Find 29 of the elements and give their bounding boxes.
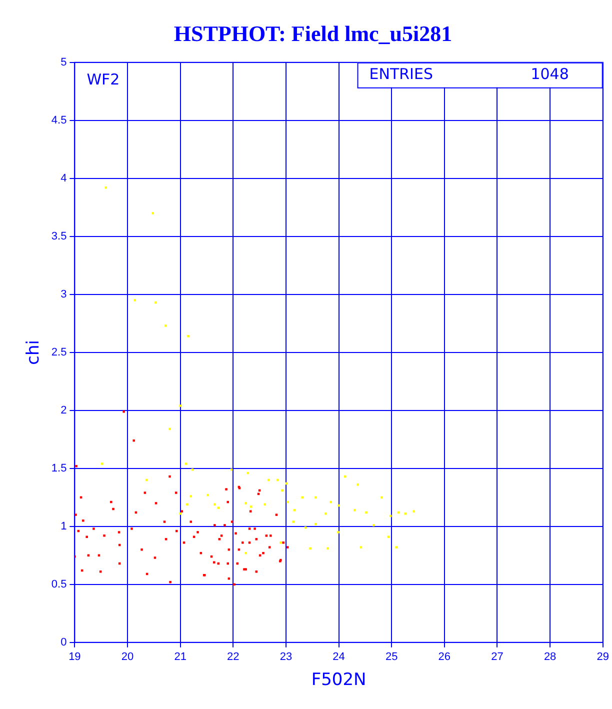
y-tick-label: 2.5 (51, 346, 67, 358)
y-tick-label: 5 (60, 56, 67, 68)
x-tick-label: 23 (280, 651, 292, 664)
x-tick-label: 21 (174, 651, 186, 664)
x-tick-label: 27 (491, 651, 504, 664)
y-tick-label: 3 (60, 288, 67, 300)
x-axis-title: F502N (311, 670, 366, 690)
y-axis-title: chi (24, 340, 44, 365)
y-tick-label: 0.5 (51, 578, 67, 590)
x-tick-label: 28 (544, 651, 556, 664)
y-tick-label: 4 (60, 172, 67, 184)
y-tick-label: 2 (60, 404, 67, 416)
y-tick-label: 3.5 (51, 230, 67, 242)
y-tick-label: 1.5 (51, 462, 67, 474)
x-tick-label: 29 (596, 651, 610, 664)
annotation: WF2 (86, 70, 120, 88)
x-tick-label: 24 (332, 651, 345, 664)
y-tick-label: 4.5 (51, 114, 67, 126)
chart-title: HSTPHOT: Field lmc_u5i281 (174, 20, 452, 46)
x-tick-label: 25 (385, 651, 398, 664)
x-tick-label: 19 (68, 651, 81, 664)
point (344, 475, 346, 478)
x-tick-label: 22 (227, 651, 240, 664)
annotation: 1048 (530, 64, 569, 83)
x-tick-label: 20 (121, 651, 134, 664)
x-tick-label: 26 (438, 651, 451, 664)
annotation: ENTRIES (369, 64, 433, 83)
y-tick-label: 1 (60, 520, 67, 532)
y-tick-label: 0 (60, 636, 67, 648)
